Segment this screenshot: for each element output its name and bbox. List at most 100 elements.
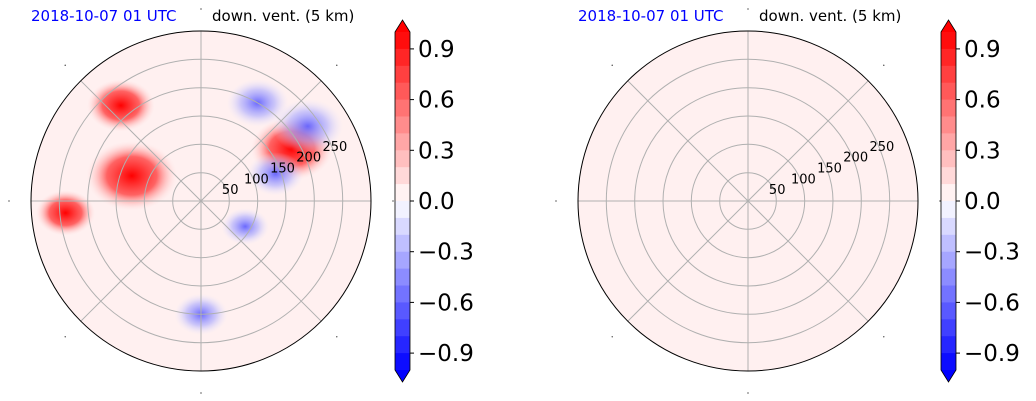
angular-tick-mark: [336, 64, 338, 66]
colorbar-level: [395, 302, 410, 320]
colorbar-level: [941, 201, 956, 219]
radial-gridline: [58, 58, 344, 344]
colorbar-level: [395, 234, 410, 253]
colorbar-extend-min: [395, 370, 410, 382]
colorbar-level: [395, 201, 410, 219]
colorbar-tick-label: 0.0: [418, 189, 455, 215]
colorbar-level: [941, 167, 956, 185]
colorbar-level: [941, 65, 956, 84]
colorbar-level: [395, 99, 410, 117]
angular-tick-mark: [883, 64, 885, 66]
colorbar-level: [395, 285, 410, 303]
field-feature-negative-6: [247, 152, 304, 196]
colorbar-level: [941, 353, 956, 371]
colorbar-tick-label: −0.3: [418, 240, 474, 266]
radial-gridline: [115, 115, 287, 287]
colorbar-level: [941, 48, 956, 67]
radial-gridline: [172, 172, 230, 230]
colorbar-extend-max: [941, 20, 956, 32]
colorbar-level: [395, 150, 410, 168]
field-feature-negative-8: [221, 208, 270, 245]
colorbar-level: [941, 285, 956, 303]
field-feature-positive-2: [35, 190, 96, 236]
radial-tick-label: 200: [296, 151, 321, 166]
radial-gridline: [662, 115, 834, 287]
colorbar-level: [395, 251, 410, 269]
colorbar-level: [941, 302, 956, 320]
angular-tick-mark: [8, 200, 10, 202]
angular-tick-mark: [747, 8, 749, 10]
colorbar-tick-label: −0.6: [964, 290, 1020, 316]
colorbar-level: [941, 116, 956, 134]
radial-tick-label: 150: [817, 162, 842, 177]
colorbar-right: 0.9 0.6 0.3 0.0 −0.3 −0.6 −0.9: [940, 19, 1020, 383]
colorbar-level: [941, 82, 956, 100]
radial-tick-label: 100: [791, 172, 816, 187]
colorbar-tick-label: 0.6: [418, 88, 455, 114]
radial-tick-label: 50: [769, 183, 786, 198]
angular-tick-mark: [200, 8, 202, 10]
colorbar-tick-label: −0.6: [418, 290, 474, 316]
colorbar-level: [941, 234, 956, 253]
colorbar-level: [395, 32, 410, 50]
colorbar-level: [395, 48, 410, 67]
colorbar-level: [941, 217, 956, 236]
colorbar-tick-label: 0.6: [964, 88, 1001, 114]
colorbar-level: [395, 82, 410, 100]
colorbar-level: [941, 268, 956, 286]
colorbar-extend-max: [395, 20, 410, 32]
angular-tick-mark: [883, 336, 885, 338]
colorbar-level: [941, 319, 956, 337]
angular-tick-mark: [64, 64, 66, 66]
colorbar-tick-label: 0.3: [964, 138, 1001, 164]
colorbar-extend-min: [941, 370, 956, 382]
colorbar-level: [395, 268, 410, 286]
colorbar-level: [395, 65, 410, 84]
colorbar-level: [941, 150, 956, 168]
colorbar-tick-label: 0.0: [964, 189, 1001, 215]
polar-frame: [30, 30, 372, 372]
colorbar-outline: [394, 19, 411, 383]
colorbar-level: [395, 353, 410, 371]
angular-tick-mark: [611, 336, 613, 338]
field-feature-positive-0: [86, 140, 178, 211]
radial-gridline: [87, 87, 315, 315]
angular-tick-mark: [392, 200, 394, 202]
radial-tick-label: 50: [222, 183, 239, 198]
colorbar-level: [395, 167, 410, 185]
colorbar-left: 0.9 0.6 0.3 0.0 −0.3 −0.6 −0.9: [394, 19, 474, 383]
colorbar-level: [941, 251, 956, 269]
colorbar-level: [941, 99, 956, 117]
colorbar-tick-label: 0.9: [418, 37, 455, 63]
radial-tick-label: 250: [322, 140, 347, 155]
angular-tick-mark: [64, 336, 66, 338]
radial-tick-label: 150: [270, 162, 295, 177]
field-feature-positive-1: [87, 79, 155, 132]
colorbar-level: [395, 184, 410, 202]
colorbar-level: [395, 319, 410, 337]
colorbar-level: [941, 32, 956, 50]
angular-tick-mark: [336, 336, 338, 338]
radial-gridline: [605, 58, 891, 344]
colorbar-level: [941, 184, 956, 202]
radial-tick-label: 250: [869, 140, 894, 155]
angular-tick-mark: [611, 64, 613, 66]
angular-tick-mark: [200, 392, 202, 394]
angular-tick-mark: [939, 200, 941, 202]
panel-left-date-title: 2018-10-07 01 UTC: [31, 7, 177, 25]
angular-tick-mark: [555, 200, 557, 202]
colorbar-tick-label: −0.3: [964, 240, 1020, 266]
panel-right-variable-title: down. vent. (5 km): [759, 7, 902, 25]
colorbar-level: [395, 217, 410, 236]
colorbar-level: [941, 336, 956, 354]
colorbar-level: [941, 133, 956, 151]
radial-gridline: [143, 143, 259, 259]
colorbar-outline: [940, 19, 957, 383]
colorbar-level: [395, 336, 410, 354]
radial-gridline: [690, 143, 806, 259]
panel-right-date-title: 2018-10-07 01 UTC: [578, 7, 724, 25]
colorbar-tick-label: 0.9: [964, 37, 1001, 63]
polar-frame: [577, 30, 919, 372]
